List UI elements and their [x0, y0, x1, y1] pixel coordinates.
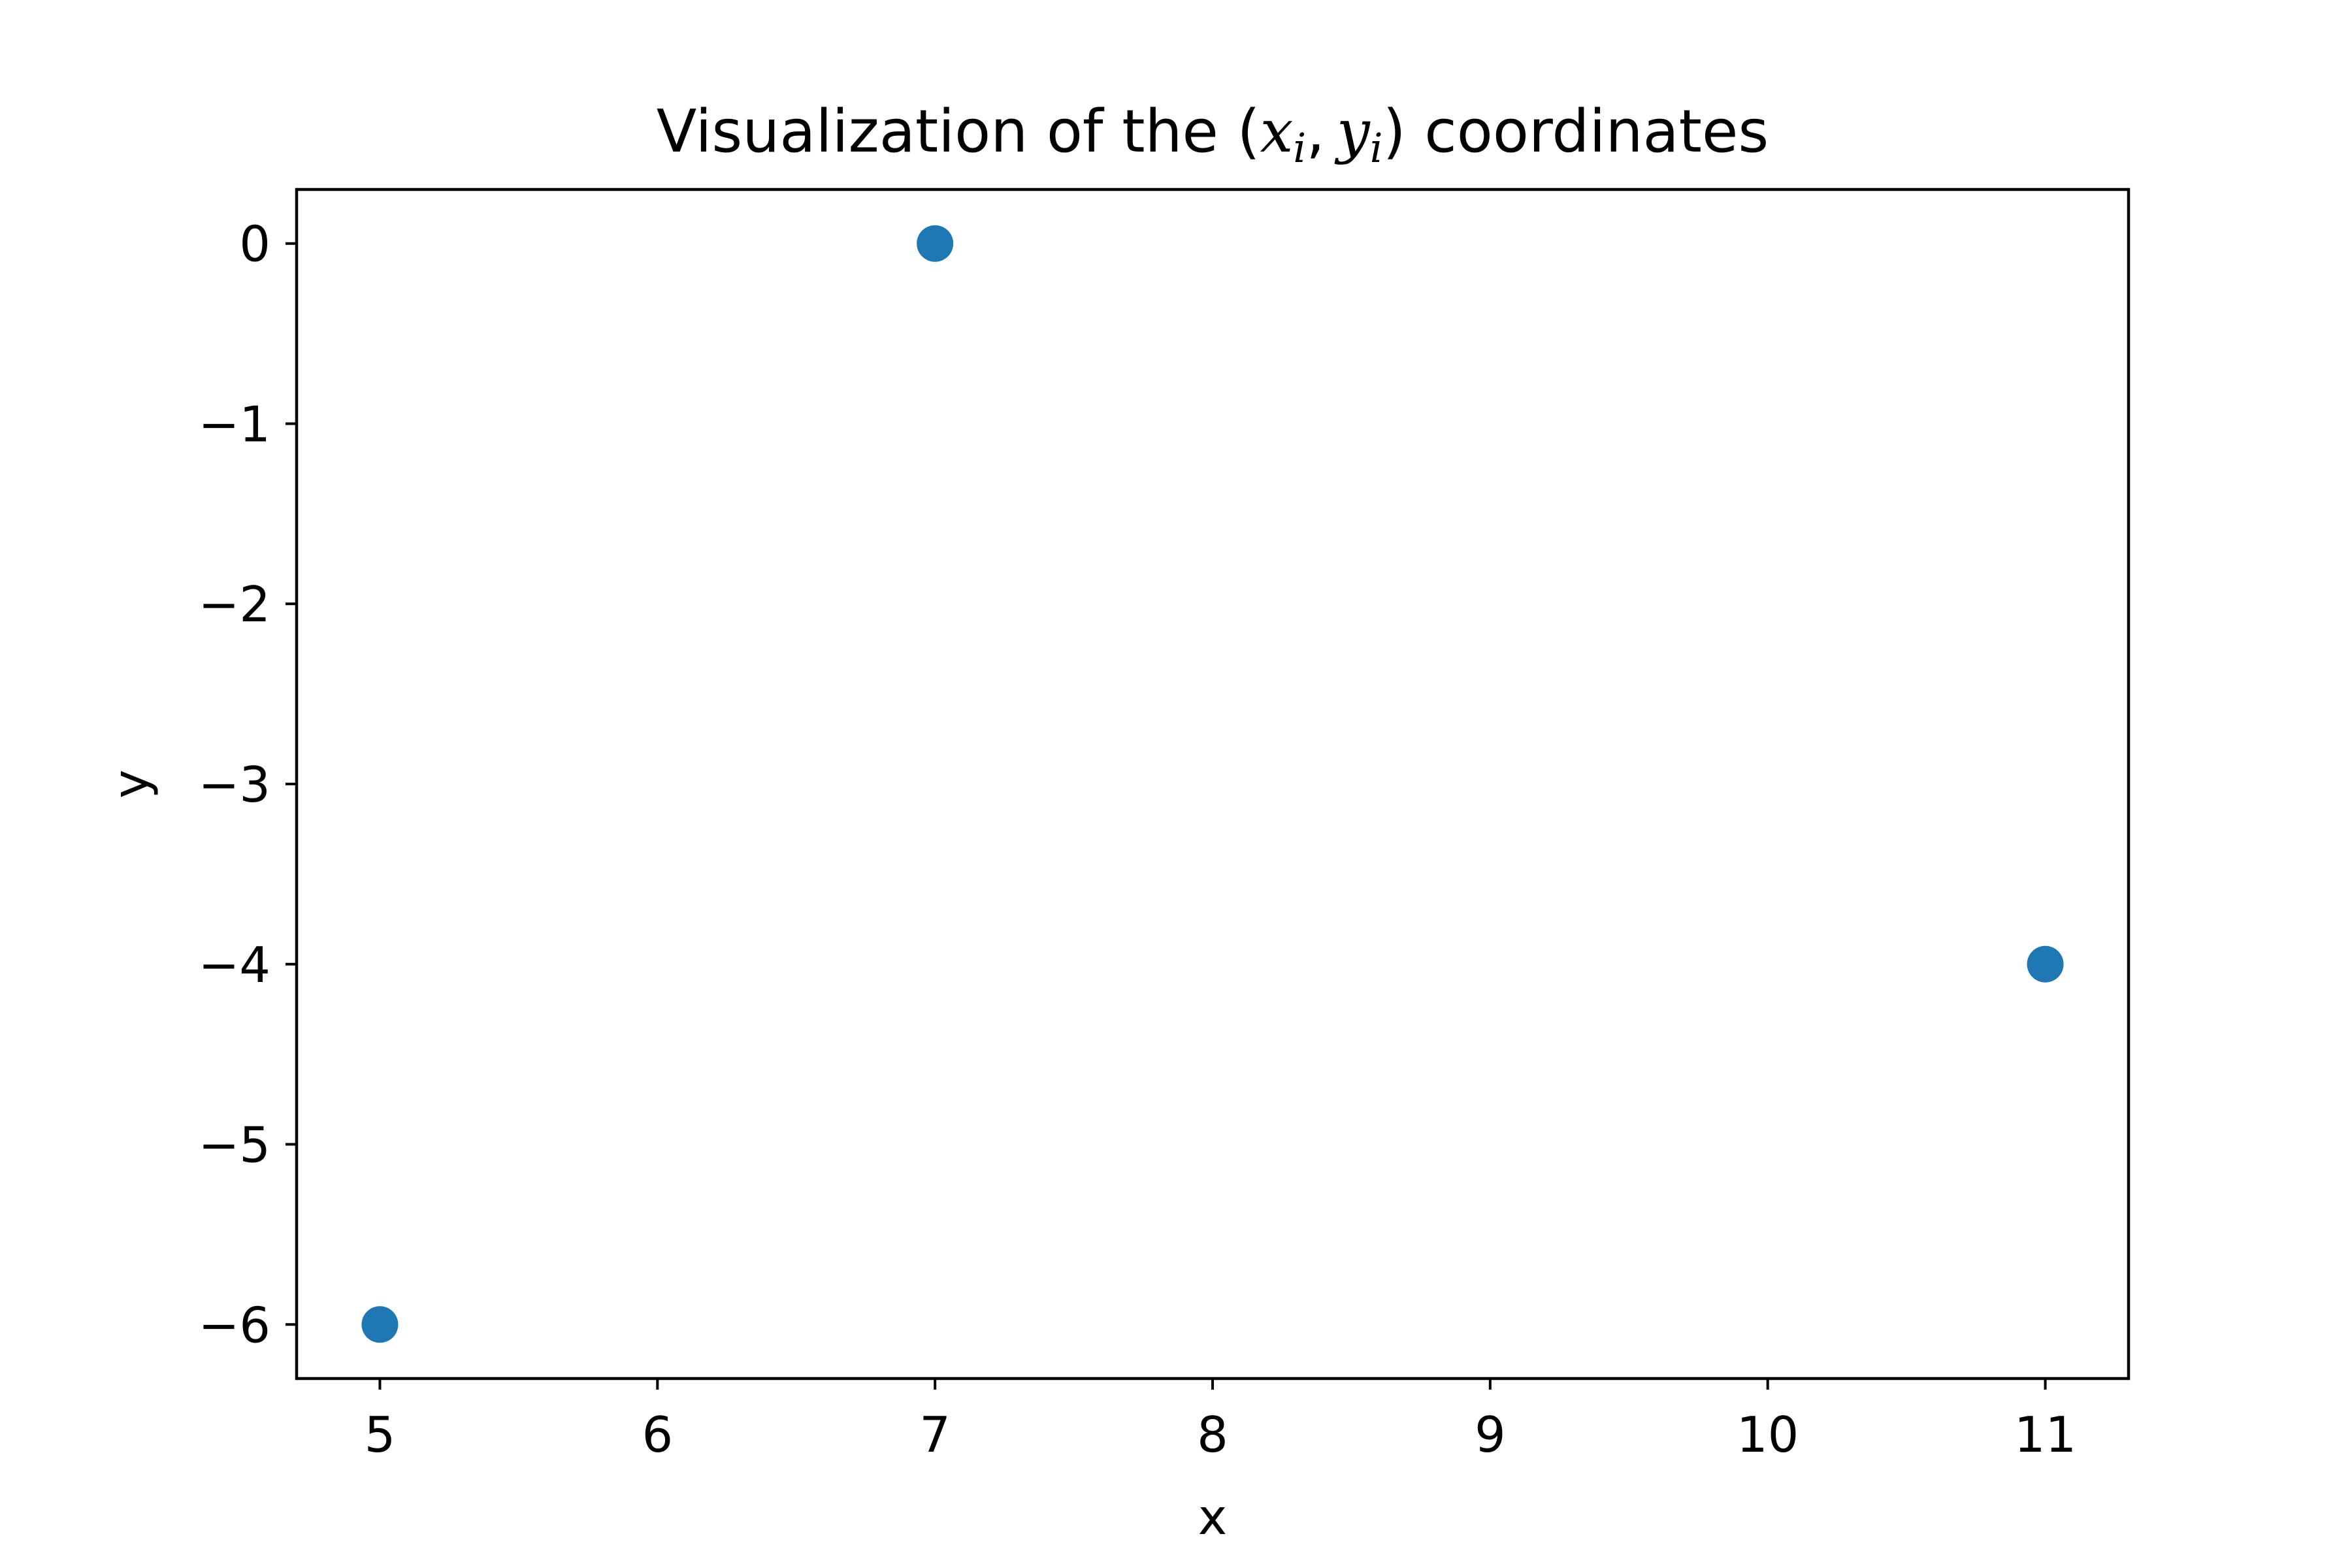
- x-tick-label: 7: [919, 1406, 951, 1463]
- y-tick-label: −5: [198, 1117, 270, 1174]
- x-tick-label: 6: [642, 1406, 673, 1463]
- y-tick-label: 0: [239, 216, 270, 273]
- scatter-point: [361, 1306, 399, 1343]
- x-tick-label: 10: [1737, 1406, 1799, 1463]
- x-tick-label: 5: [365, 1406, 396, 1463]
- x-tick-label: 11: [2014, 1406, 2076, 1463]
- y-tick-label: −1: [198, 395, 270, 453]
- y-tick-label: −2: [198, 576, 270, 633]
- plot-area-frame: [295, 188, 2131, 1380]
- scatter-point: [2027, 945, 2064, 983]
- x-tick-label: 8: [1197, 1406, 1228, 1463]
- y-tick-label: −6: [198, 1296, 270, 1354]
- x-tick-label: 9: [1475, 1406, 1506, 1463]
- chart-title: Visualization of the (xi, yi) coordinates: [657, 97, 1769, 172]
- y-tick-label: −3: [198, 756, 270, 813]
- data-points: [361, 225, 2064, 1343]
- x-axis-label: x: [1198, 1488, 1227, 1546]
- axis-ticks: 5 6 7 8 9 10 11 0 −1 −2 −3 −4 −5 −6: [198, 216, 2076, 1463]
- y-tick-label: −4: [198, 936, 270, 994]
- y-axis-label: y: [102, 770, 159, 798]
- scatter-point: [917, 225, 954, 262]
